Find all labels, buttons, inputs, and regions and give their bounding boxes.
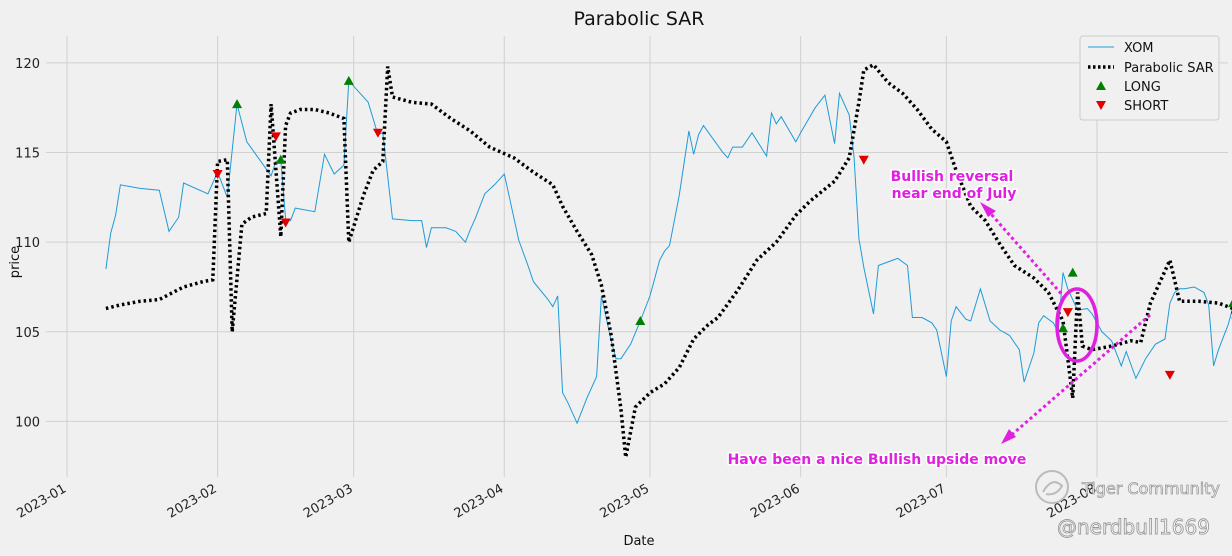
reversal-highlight-ellipse	[1055, 287, 1099, 363]
long-signal-marker	[343, 75, 354, 85]
series-line-xom	[105, 79, 1232, 425]
legend-label-short: SHORT	[1124, 99, 1168, 114]
annotation-bullish-reversal-line1: Bullish reversal	[891, 169, 1014, 185]
annotation-arrow-up	[982, 205, 1067, 299]
legend-swatch-short	[1096, 101, 1106, 110]
y-axis-label: price	[8, 246, 23, 278]
series-group	[105, 62, 1232, 458]
watermark-handle: @nerdbull1669	[1057, 515, 1210, 539]
series-line-parabolic-sar	[105, 62, 1232, 458]
legend-label-sar: Parabolic SAR	[1124, 61, 1214, 76]
short-signal-marker	[1062, 308, 1073, 318]
tiger-logo-mark	[1042, 481, 1064, 496]
y-tick-label: 115	[15, 147, 40, 162]
long-signal-marker	[1057, 323, 1068, 333]
annotation-bullish-reversal-line2: near end of July	[892, 186, 1017, 202]
annotation-arrow-down	[1007, 313, 1151, 440]
x-axis-ticks: 2023-01 2023-02 2023-03 2023-04 2023-05 2023-…	[14, 481, 1099, 521]
y-tick-label: 105	[15, 326, 40, 341]
long-signal-marker	[275, 154, 286, 164]
y-axis-ticks: 100 105 110 115 120	[15, 57, 40, 431]
short-signal-marker	[858, 155, 869, 165]
legend-box	[1079, 35, 1220, 121]
annotation-upside-move: Have been a nice Bullish upside move	[728, 452, 1027, 468]
tiger-logo-icon	[1035, 470, 1069, 504]
legend-label-long: LONG	[1124, 80, 1161, 95]
long-signal-marker	[232, 99, 243, 109]
annotation-arrowhead-down	[1001, 429, 1016, 444]
x-tick-label: 2023-05	[597, 481, 652, 521]
short-signal-marker	[1164, 370, 1175, 380]
watermark: Tiger Community @nerdbull1669	[1035, 470, 1220, 539]
long-signal-marker	[1067, 267, 1078, 277]
y-tick-label: 120	[15, 57, 40, 72]
short-signal-marker	[372, 128, 383, 138]
short-signal-marker	[280, 218, 291, 228]
x-axis-label: Date	[623, 534, 654, 549]
grid	[46, 36, 1228, 477]
annotation-arrowhead-up	[980, 202, 996, 217]
long-signal-marker	[1228, 299, 1232, 308]
x-tick-label: 2023-03	[301, 481, 356, 521]
annotations: Bullish reversal near end of July Have b…	[726, 168, 1151, 470]
y-tick-label: 110	[15, 236, 40, 251]
chart-title: Parabolic SAR	[573, 8, 704, 30]
watermark-brand: Tiger Community	[1081, 479, 1220, 498]
long-signal-marker	[635, 316, 646, 326]
x-tick-label: 2023-04	[452, 481, 507, 521]
short-signal-marker	[270, 132, 281, 142]
short-signal-marker	[212, 170, 223, 180]
x-tick-label: 2023-06	[748, 481, 803, 521]
x-tick-label: 2023-02	[165, 481, 220, 521]
legend: XOM Parabolic SAR LONG SHORT	[1079, 35, 1220, 121]
y-tick-label: 100	[15, 415, 40, 430]
x-tick-label: 2023-01	[14, 481, 69, 521]
legend-swatch-long	[1096, 81, 1106, 90]
x-tick-label: 2023-07	[894, 481, 949, 521]
legend-label-xom: XOM	[1124, 41, 1154, 56]
